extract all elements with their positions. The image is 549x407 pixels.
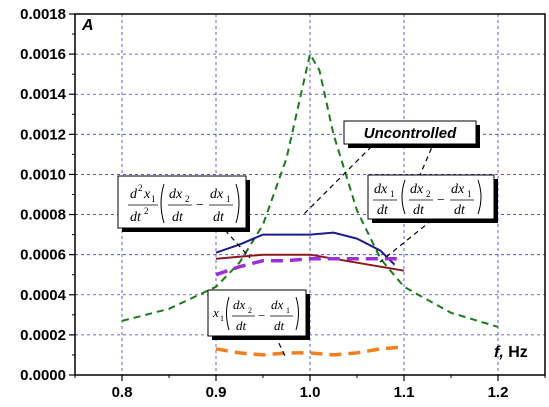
svg-text:dx: dx — [451, 182, 465, 197]
leader-dx1 — [379, 219, 433, 263]
svg-text:d: d — [130, 187, 138, 202]
y-tick-label: 0.0014 — [20, 86, 67, 103]
svg-text:x: x — [143, 187, 151, 202]
x-axis-title: f, Hz — [494, 344, 528, 361]
y-axis-title: A — [81, 17, 94, 34]
annotation-x1-box — [207, 289, 307, 337]
svg-text:dt: dt — [130, 210, 142, 225]
svg-text:−: − — [258, 308, 265, 323]
series-layer — [121, 53, 499, 357]
x-axis-title-main: f, — [494, 344, 504, 361]
svg-text:dx: dx — [169, 187, 183, 202]
series-line-0 — [121, 53, 499, 328]
svg-text:dt: dt — [454, 203, 466, 218]
x-axis-title-unit: Hz — [504, 344, 528, 361]
svg-text:dx: dx — [233, 297, 246, 312]
svg-text:x: x — [212, 305, 219, 320]
formula-dx1: dx 1 dt dx 2 dt − dx 1 dt — [373, 179, 482, 218]
svg-text:2: 2 — [248, 306, 252, 315]
svg-text:1: 1 — [390, 189, 395, 199]
svg-text:dx: dx — [210, 187, 224, 202]
svg-text:dt: dt — [236, 318, 247, 333]
y-tick-label: 0.0006 — [20, 247, 66, 264]
svg-text:−: − — [196, 198, 204, 213]
annotation-uncontrolled-text: Uncontrolled — [364, 125, 457, 142]
leader-uncontrolled-2 — [419, 139, 436, 176]
svg-text:1: 1 — [151, 194, 156, 204]
x-tick-label: 0.9 — [206, 384, 227, 401]
annotation-d2x1-box — [117, 175, 247, 229]
y-tick-label: 0.0012 — [20, 126, 66, 143]
x-tick-label: 1.2 — [488, 384, 509, 401]
svg-text:2: 2 — [185, 194, 190, 204]
ticks — [69, 13, 546, 381]
svg-text:dx: dx — [374, 182, 388, 197]
svg-text:1: 1 — [220, 314, 224, 323]
svg-text:dx: dx — [410, 182, 424, 197]
svg-text:dt: dt — [172, 210, 184, 225]
y-tick-label: 0.0008 — [20, 207, 66, 224]
leader-d2x1 — [224, 229, 251, 259]
svg-text:dt: dt — [213, 210, 225, 225]
y-tick-label: 0.0018 — [20, 6, 66, 23]
y-tick-label: 0.0010 — [20, 166, 66, 183]
y-tick-label: 0.0000 — [20, 367, 66, 384]
annotation-uncontrolled-box — [343, 120, 477, 145]
annotation-dx1-box — [367, 174, 495, 220]
svg-text:−: − — [437, 193, 445, 208]
svg-text:dx: dx — [271, 297, 284, 312]
svg-text:2: 2 — [138, 183, 143, 193]
x-tick-label: 1.0 — [300, 384, 321, 401]
svg-text:2: 2 — [426, 189, 431, 199]
svg-text:1: 1 — [467, 189, 472, 199]
series-line-3 — [215, 256, 404, 277]
series-line-2 — [215, 253, 405, 272]
y-tick-label: 0.0002 — [20, 327, 66, 344]
svg-text:dt: dt — [274, 318, 285, 333]
svg-text:1: 1 — [286, 306, 290, 315]
series-line-1 — [215, 231, 396, 266]
x-tick-label: 0.8 — [112, 384, 133, 401]
tick-labels: 0.8 0.9 1.0 1.1 1.2 0.0000 0.0002 0.0004 0.0006 0… — [20, 6, 508, 401]
y-tick-label: 0.0004 — [20, 287, 67, 304]
leader-uncontrolled-1 — [302, 139, 379, 216]
svg-text:2: 2 — [144, 206, 149, 216]
svg-text:dt: dt — [377, 203, 389, 218]
svg-text:dt: dt — [413, 203, 425, 218]
annotation-uncontrolled: Uncontrolled — [343, 120, 480, 148]
y-tick-label: 0.0016 — [20, 46, 66, 63]
svg-text:1: 1 — [226, 194, 231, 204]
x-tick-label: 1.1 — [394, 384, 415, 401]
series-line-4 — [215, 345, 405, 357]
annotation-dx1: dx 1 dt dx 2 dt − dx 1 dt — [367, 174, 498, 223]
